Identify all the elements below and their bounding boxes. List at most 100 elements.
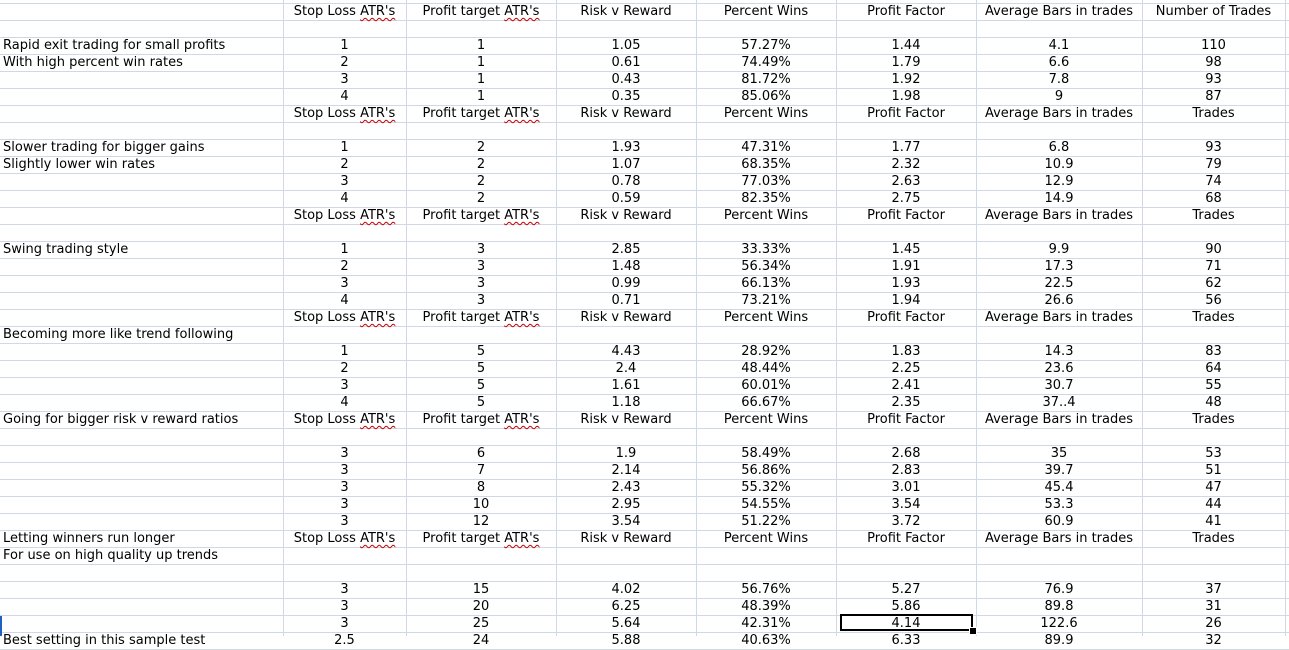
cell-ab[interactable]: 6.6	[1048, 55, 1070, 70]
row-label[interactable]: Best setting in this sample test	[3, 633, 206, 648]
empty-cell[interactable]	[696, 326, 836, 343]
empty-cell[interactable]	[836, 547, 976, 564]
cell-nt[interactable]: 32	[1205, 633, 1222, 648]
empty-cell[interactable]	[976, 547, 1142, 564]
column-header[interactable]: Average Bars in trades	[984, 4, 1134, 19]
empty-cell[interactable]	[406, 326, 556, 343]
row-label[interactable]	[0, 88, 283, 105]
empty-cell[interactable]	[976, 122, 1142, 139]
cell-ab[interactable]: 76.9	[1044, 582, 1074, 597]
cell-pt[interactable]: 1	[476, 55, 486, 70]
row-label[interactable]	[0, 275, 283, 292]
empty-cell[interactable]	[556, 122, 696, 139]
empty-cell[interactable]	[696, 224, 836, 241]
row-label[interactable]: Rapid exit trading for small profits	[3, 38, 226, 53]
cell-pt[interactable]: 1	[476, 38, 486, 53]
cell-pf[interactable]: 2.83	[891, 463, 921, 478]
cell-pf[interactable]: 2.35	[891, 395, 921, 410]
empty-cell[interactable]	[556, 547, 696, 564]
empty-cell[interactable]	[836, 428, 976, 445]
cell-pw[interactable]: 77.03%	[741, 174, 791, 189]
cell-rr[interactable]: 4.43	[611, 344, 641, 359]
cell-rr[interactable]: 1.18	[611, 395, 641, 410]
row-label[interactable]	[0, 394, 283, 411]
cell-pf[interactable]: 1.79	[891, 55, 921, 70]
cell-sl[interactable]: 2	[340, 157, 349, 172]
row-label[interactable]	[0, 377, 283, 394]
cell-sl[interactable]: 3	[340, 480, 349, 495]
cell-nt[interactable]: 26	[1205, 616, 1222, 631]
cell-ab[interactable]: 7.8	[1048, 72, 1070, 87]
cell-pw[interactable]: 28.92%	[741, 344, 791, 359]
cell-pt[interactable]: 8	[476, 480, 486, 495]
cell-rr[interactable]: 2.95	[611, 497, 641, 512]
cell-nt[interactable]: 71	[1205, 259, 1222, 274]
empty-cell[interactable]	[976, 428, 1142, 445]
cell-pf[interactable]: 5.27	[891, 582, 921, 597]
column-header[interactable]: Average Bars in trades	[984, 106, 1134, 121]
cell-ab[interactable]: 53.3	[1044, 497, 1074, 512]
empty-cell[interactable]	[556, 564, 696, 581]
cell-sl[interactable]: 3	[340, 72, 349, 87]
column-header[interactable]: Profit target ATR's	[422, 531, 540, 546]
row-label[interactable]	[0, 513, 283, 530]
cell-pw[interactable]: 55.32%	[741, 480, 791, 495]
column-header[interactable]: Profit target ATR's	[422, 4, 540, 19]
cell-pt[interactable]: 3	[476, 276, 486, 291]
cell-pf[interactable]: 3.72	[891, 514, 921, 529]
cell-pf[interactable]: 6.33	[891, 633, 921, 648]
empty-cell[interactable]	[283, 428, 406, 445]
column-header[interactable]: Stop Loss ATR's	[293, 412, 396, 427]
cell-ab[interactable]: 9	[1054, 89, 1064, 104]
cell-pw[interactable]: 33.33%	[741, 242, 791, 257]
cell-pf[interactable]: 1.92	[891, 72, 921, 87]
column-header[interactable]: Profit Factor	[867, 106, 945, 121]
empty-cell[interactable]	[406, 224, 556, 241]
empty-cell[interactable]	[1142, 224, 1285, 241]
cell-pf[interactable]: 1.45	[891, 242, 921, 257]
column-header[interactable]: Risk v Reward	[580, 531, 672, 546]
cell-rr[interactable]: 2.43	[611, 480, 641, 495]
cell-pt[interactable]: 1	[476, 72, 486, 87]
cell-pf[interactable]: 1.98	[891, 89, 921, 104]
column-header[interactable]: Risk v Reward	[580, 412, 672, 427]
cell-sl[interactable]: 3	[340, 616, 349, 631]
empty-cell[interactable]	[1142, 564, 1285, 581]
empty-cell[interactable]	[836, 564, 976, 581]
cell-pw[interactable]: 56.86%	[741, 463, 791, 478]
column-header[interactable]: Average Bars in trades	[984, 412, 1134, 427]
row-label[interactable]	[0, 173, 283, 190]
row-label[interactable]	[0, 122, 283, 139]
empty-cell[interactable]	[406, 564, 556, 581]
column-header[interactable]: Percent Wins	[723, 4, 809, 19]
cell-nt[interactable]: 93	[1205, 140, 1222, 155]
empty-cell[interactable]	[1142, 547, 1285, 564]
empty-cell[interactable]	[406, 20, 556, 37]
cell-pt[interactable]: 7	[476, 463, 486, 478]
cell-pf[interactable]: 5.86	[891, 599, 921, 614]
row-label[interactable]: Going for bigger risk v reward ratios	[3, 412, 239, 427]
cell-ab[interactable]: 9.9	[1048, 242, 1070, 257]
cell-nt[interactable]: 64	[1205, 361, 1222, 376]
column-header[interactable]: Number of Trades	[1155, 4, 1272, 19]
row-label[interactable]	[0, 71, 283, 88]
column-header[interactable]: Risk v Reward	[580, 106, 672, 121]
cell-pf[interactable]: 2.25	[891, 361, 921, 376]
cell-sl[interactable]: 3	[340, 276, 349, 291]
cell-rr[interactable]: 4.02	[611, 582, 641, 597]
empty-cell[interactable]	[283, 224, 406, 241]
cell-pt[interactable]: 2	[476, 157, 486, 172]
cell-pw[interactable]: 73.21%	[741, 293, 791, 308]
cell-rr[interactable]: 0.35	[611, 89, 641, 104]
cell-pw[interactable]: 85.06%	[741, 89, 791, 104]
empty-cell[interactable]	[696, 547, 836, 564]
row-label[interactable]	[0, 462, 283, 479]
column-header[interactable]: Percent Wins	[723, 531, 809, 546]
row-label[interactable]: Swing trading style	[3, 242, 129, 257]
empty-cell[interactable]	[836, 20, 976, 37]
empty-cell[interactable]	[976, 564, 1142, 581]
empty-cell[interactable]	[406, 122, 556, 139]
cell-pf[interactable]: 2.75	[891, 191, 921, 206]
cell-rr[interactable]: 6.25	[611, 599, 641, 614]
